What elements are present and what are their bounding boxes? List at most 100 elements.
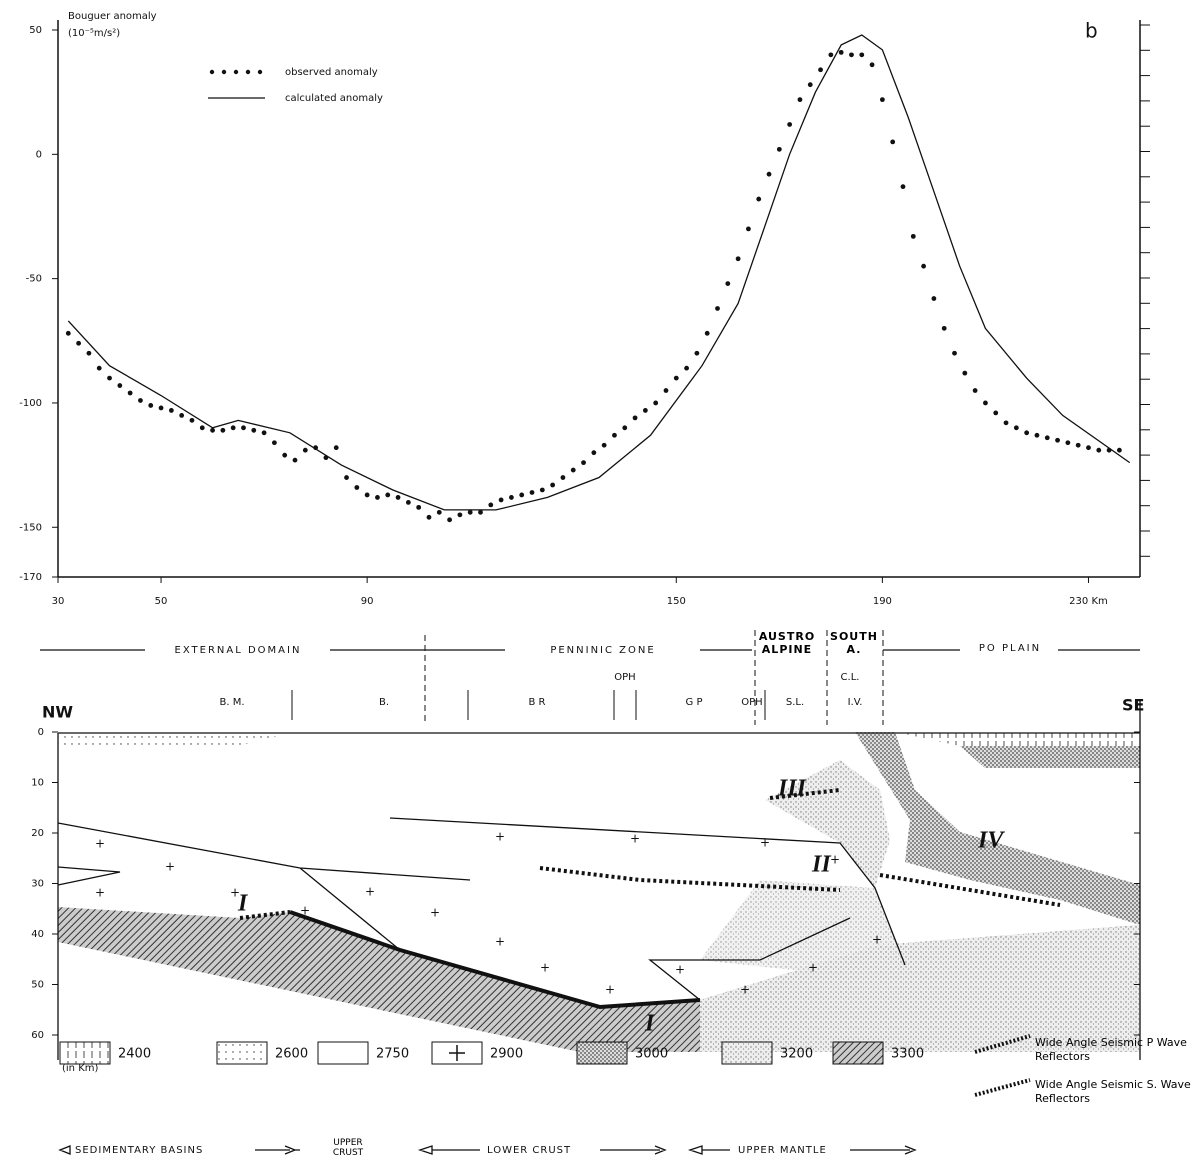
domain-label: EXTERNAL DOMAIN	[175, 645, 302, 656]
legend-label: observed anomaly	[285, 67, 378, 78]
group-label: UPPER MANTLE	[738, 1145, 827, 1156]
legend-marker	[221, 69, 227, 75]
legend-swatch	[216, 1041, 268, 1065]
legend-swatch	[832, 1041, 884, 1065]
observed-point	[354, 485, 360, 490]
domain-label: SOUTH A.	[830, 630, 878, 656]
observed-point	[694, 350, 700, 356]
observed-point	[478, 509, 483, 515]
observed-point	[735, 256, 741, 262]
observed-point	[261, 430, 267, 436]
unit-label: I.V.	[848, 697, 863, 708]
observed-point	[96, 365, 102, 371]
observed-point	[673, 375, 679, 381]
unit-label: B.	[379, 697, 389, 708]
observed-point	[797, 97, 803, 103]
observed-point	[416, 504, 422, 510]
observed-point	[653, 400, 659, 406]
decoration: +	[540, 961, 550, 975]
observed-point	[642, 408, 648, 413]
decoration: +	[95, 886, 105, 900]
observed-point	[818, 67, 823, 73]
chart-layer: -170 -150 -100 -50 0 50 30 50 90 150 190 230 Km obse…	[19, 20, 1150, 607]
legend-label: 2600	[275, 1047, 308, 1062]
observed-point	[117, 383, 123, 388]
observed-point	[210, 427, 215, 433]
observed-point	[179, 412, 185, 418]
legend-label: calculated anomaly	[285, 93, 383, 104]
observed-point	[622, 425, 628, 431]
depth-tick-label: 50	[31, 980, 44, 991]
decoration: +	[300, 904, 310, 918]
depth-tick-label: 20	[31, 828, 44, 839]
observed-point	[395, 495, 401, 500]
depth-label: (in Km)	[62, 1063, 98, 1074]
end-label: SE	[1122, 696, 1144, 715]
observed-point	[1116, 447, 1122, 453]
observed-point	[601, 442, 607, 448]
observed-point	[539, 487, 545, 493]
observed-point	[282, 452, 288, 458]
decoration: +	[365, 885, 375, 899]
reflector-label: I	[644, 1011, 656, 1037]
observed-point	[220, 427, 226, 433]
observed-point	[168, 408, 174, 413]
observed-point	[385, 492, 391, 498]
observed-point	[972, 388, 978, 393]
depth-tick-label: 40	[31, 929, 44, 940]
y-tick-label: -50	[26, 274, 42, 285]
observed-point	[467, 509, 473, 515]
y-axis-unit: (10⁻⁵m/s²)	[68, 28, 120, 39]
observed-point	[498, 497, 504, 503]
unit-label: C.L.	[841, 672, 860, 683]
decoration	[424, 630, 884, 725]
thick	[289, 910, 701, 1010]
legend-label: 3200	[780, 1047, 813, 1062]
panel-label: b	[1085, 19, 1098, 43]
thick	[974, 1078, 1031, 1097]
legend-marker	[245, 69, 251, 75]
observed-point	[375, 495, 380, 500]
legend-marker	[233, 69, 239, 75]
observed-point	[1096, 447, 1102, 453]
observed-point	[560, 475, 566, 480]
depth-tick-label: 10	[31, 778, 44, 789]
reflector-legend-box: Wide Angle Seismic S. Wave Reflectors	[1035, 1078, 1191, 1105]
decoration: +	[230, 886, 240, 900]
observed-point	[488, 502, 494, 508]
decoration: +	[605, 983, 615, 997]
observed-point	[570, 467, 576, 473]
observed-point	[921, 263, 926, 269]
observed-point	[931, 296, 937, 301]
observed-point	[1086, 445, 1091, 451]
thick	[974, 1034, 1031, 1054]
group-label: LOWER CRUST	[487, 1145, 571, 1156]
observed-point	[76, 340, 82, 346]
observed-point	[849, 52, 854, 58]
sed	[900, 733, 1140, 746]
x-tick-label: 230 Km	[1069, 596, 1108, 607]
observed-point	[962, 370, 968, 376]
legend-plus	[449, 1045, 465, 1061]
decoration: +	[95, 837, 105, 851]
decoration: +	[830, 853, 840, 867]
observed-point	[663, 388, 669, 393]
x-tick-label: 190	[873, 596, 892, 607]
observed-point	[457, 512, 463, 518]
decoration: +	[630, 832, 640, 846]
decoration: +	[495, 935, 505, 949]
legend-swatch	[59, 1041, 111, 1065]
observed-point	[756, 196, 762, 202]
observed-point	[344, 475, 349, 480]
observed-point	[828, 52, 834, 58]
y-tick-label: 0	[36, 149, 42, 160]
decoration: +	[740, 983, 750, 997]
legend-label: 2400	[118, 1047, 151, 1062]
reflector-legend: Wide Angle Seismic S. Wave Reflectors	[1035, 1078, 1191, 1105]
observed-point	[869, 62, 875, 68]
observed-point	[107, 375, 112, 381]
observed-point	[859, 52, 865, 58]
observed-point	[591, 450, 597, 456]
unit-label: OPH	[741, 697, 762, 708]
x-tick-label: 50	[155, 596, 168, 607]
